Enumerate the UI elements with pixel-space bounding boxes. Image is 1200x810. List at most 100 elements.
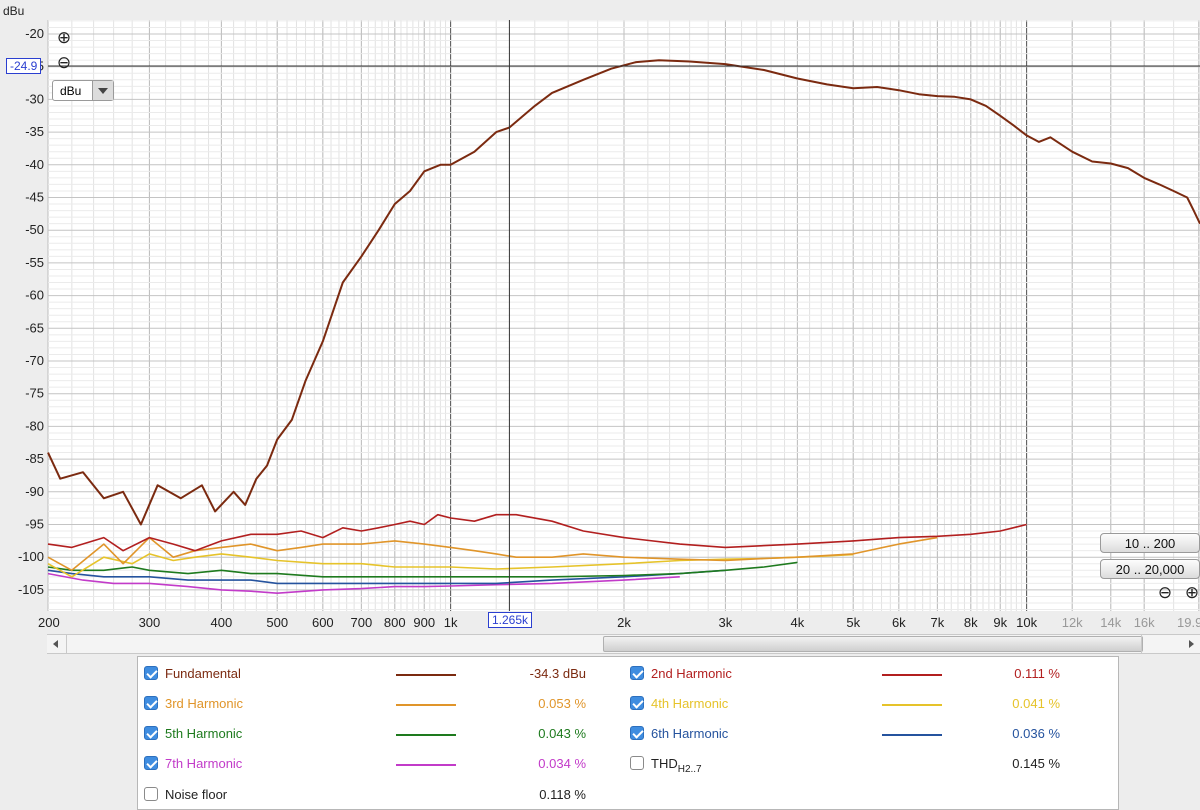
scroll-right-icon[interactable] [1141,635,1200,653]
legend-item-value: 0.034 % [538,756,586,771]
x-tick-label: 6k [892,615,906,630]
y-axis-unit-label: dBu [3,4,24,18]
horizontal-scrollbar[interactable] [47,634,1200,654]
y-tick-label: -60 [25,288,44,303]
legend-item-label: 5th Harmonic [165,726,243,741]
legend-item-fundamental[interactable]: Fundamental -34.3 dBu [144,663,586,685]
legend-item-value: 0.041 % [1012,696,1060,711]
x-tick-label: 1k [444,615,458,630]
legend-color-swatch [396,734,456,736]
legend-item-label: 2nd Harmonic [651,666,732,681]
legend-item-4th-harmonic[interactable]: 4th Harmonic 0.041 % [630,693,1060,715]
x-tick-label: 9k [993,615,1007,630]
y-tick-label: -100 [18,549,44,564]
4th-harmonic-checkbox[interactable] [630,696,644,710]
legend-item-3rd-harmonic[interactable]: 3rd Harmonic 0.053 % [144,693,586,715]
legend-item-value: -34.3 dBu [529,666,586,681]
legend-item-label: 6th Harmonic [651,726,729,741]
y-range-button[interactable]: 10 .. 200 [1100,533,1200,553]
x-tick-label: 8k [964,615,978,630]
series-line-5th-harmonic [47,561,798,578]
x-zoom-out-icon[interactable]: ⊖ [1157,583,1173,602]
series-line-2nd-harmonic [47,513,1027,552]
x-tick-label: 16k [1134,615,1155,630]
series-line-4th-harmonic [47,553,854,578]
noise-floor-checkbox[interactable] [144,787,158,801]
5th-harmonic-checkbox[interactable] [144,726,158,740]
x-tick-label: 3k [719,615,733,630]
y-tick-label: -85 [25,451,44,466]
chevron-down-icon[interactable] [92,81,113,100]
legend-color-swatch [396,704,456,706]
y-tick-label: -95 [25,517,44,532]
x-tick-label: 7k [931,615,945,630]
y-tick-label: -55 [25,255,44,270]
legend-item-value: 0.145 % [1012,756,1060,771]
x-tick-label: 800 [384,615,406,630]
legend-item-label: 7th Harmonic [165,756,243,771]
y-tick-label: -50 [25,222,44,237]
y-tick-label: -70 [25,353,44,368]
2nd-harmonic-checkbox[interactable] [630,666,644,680]
legend-color-swatch [396,764,456,766]
y-tick-label: -20 [25,26,44,41]
y-tick-label: -75 [25,386,44,401]
series-line-6th-harmonic [47,569,726,585]
fundamental-checkbox[interactable] [144,666,158,680]
x-tick-label: 200 [38,615,60,630]
scroll-thumb[interactable] [603,636,1143,652]
legend-item-value: 0.043 % [538,726,586,741]
legend-item-label: 3rd Harmonic [165,696,244,711]
legend-color-swatch [882,674,942,676]
y-tick-label: -65 [25,320,44,335]
legend-item-label: 4th Harmonic [651,696,729,711]
harmonic-distortion-plot[interactable]: -20-25-30-35-40-45-50-55-60-65-70-75-80-… [0,0,1200,634]
x-tick-label: 400 [211,615,233,630]
x-tick-label: 900 [413,615,435,630]
y-tick-label: -90 [25,484,44,499]
3rd-harmonic-checkbox[interactable] [144,696,158,710]
legend-item-5th-harmonic[interactable]: 5th Harmonic 0.043 % [144,723,586,745]
unit-select-value: dBu [60,84,82,98]
x-zoom-in-icon[interactable]: ⊕ [1184,583,1200,602]
x-tick-label: 700 [351,615,373,630]
x-tick-label: 500 [266,615,288,630]
x-tick-label: 2k [617,615,631,630]
x-tick-label: 19.9 [1177,615,1200,630]
cursor-frequency-readout: 1.265k [488,612,533,628]
legend-item-2nd-harmonic[interactable]: 2nd Harmonic 0.111 % [630,663,1060,685]
y-tick-label: -30 [25,91,44,106]
x-tick-label: 4k [791,615,805,630]
legend-item-value: 0.053 % [538,696,586,711]
legend-item-noise-floor[interactable]: Noise floor 0.118 % [144,784,586,806]
legend-item-value: 0.111 % [1014,666,1060,681]
y-tick-label: -45 [25,190,44,205]
zoom-out-icon[interactable]: ⊖ [56,53,72,72]
legend-item-label: THDH2..7 [651,756,702,775]
series-curves [47,59,1200,594]
legend-item-value: 0.118 % [539,787,586,802]
legend-item-thd[interactable]: THDH2..7 0.145 % [630,753,1060,775]
legend-color-swatch [882,704,942,706]
y-tick-label: -35 [25,124,44,139]
legend-panel: Fundamental -34.3 dBu 2nd Harmonic 0.111… [137,656,1119,810]
thd-subscript: H2..7 [677,764,702,775]
6th-harmonic-checkbox[interactable] [630,726,644,740]
y-tick-label: -80 [25,418,44,433]
legend-item-7th-harmonic[interactable]: 7th Harmonic 0.034 % [144,753,586,775]
7th-harmonic-checkbox[interactable] [144,756,158,770]
legend-item-label: Fundamental [165,666,241,681]
zoom-in-icon[interactable]: ⊕ [56,28,72,47]
x-tick-label: 600 [312,615,334,630]
y-axis-labels: -20-25-30-35-40-45-50-55-60-65-70-75-80-… [18,26,44,597]
series-line-7th-harmonic [47,572,680,594]
legend-item-6th-harmonic[interactable]: 6th Harmonic 0.036 % [630,723,1060,745]
x-tick-label: 14k [1100,615,1121,630]
legend-item-value: 0.036 % [1012,726,1060,741]
x-range-button[interactable]: 20 .. 20,000 [1100,559,1200,579]
scroll-left-icon[interactable] [47,635,67,653]
unit-select[interactable]: dBu [52,80,114,101]
cursor-level-readout: -24.9 [6,58,42,74]
legend-item-label: Noise floor [165,787,228,802]
thd-checkbox[interactable] [630,756,644,770]
